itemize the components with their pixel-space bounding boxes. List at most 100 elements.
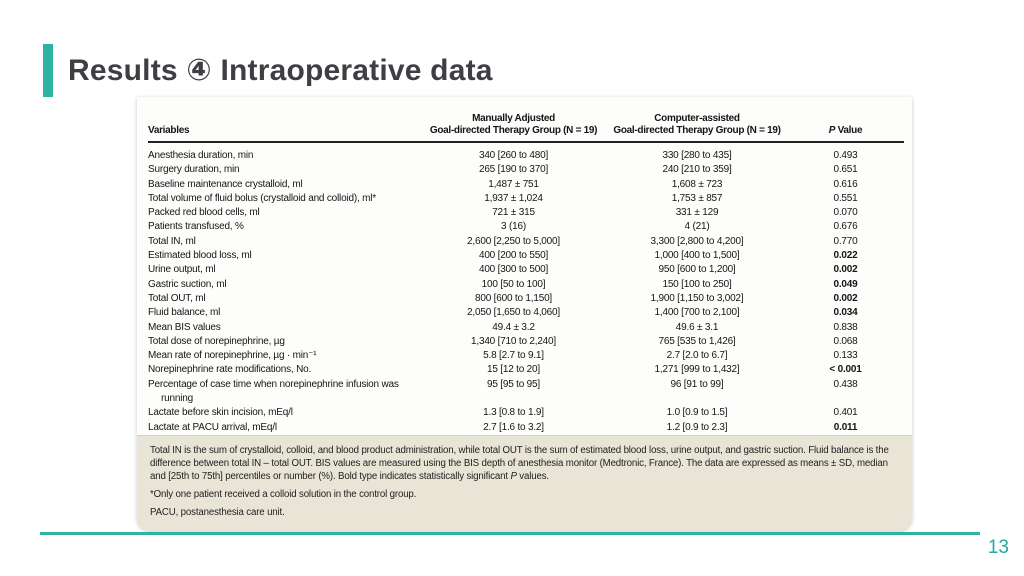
cell-p-value: 0.616 [833, 178, 858, 190]
table-row: Patients transfused, % 3 (16) 4 (21) 0.676 [148, 220, 904, 234]
cell-manual-group-value: 1,937 ± 1,024 [484, 192, 543, 204]
table-body: Anesthesia duration, min 340 [260 to 480]… [148, 143, 904, 435]
cell-manual-group-value: 340 [260 to 480] [478, 150, 549, 161]
cell-manual-group-value: 2.7 [1.6 to 3.2] [483, 421, 544, 433]
cell-manual-group-value: 265 [190 to 370] [478, 164, 549, 176]
table-row: Total volume of fluid bolus (crystalloid… [148, 192, 904, 206]
cell-manual-group-value: 400 [200 to 550] [478, 250, 549, 262]
cell-variable: Lactate before skin incision, mEq/l [148, 407, 293, 419]
cell-variable: Total dose of norepinephrine, µg [148, 335, 285, 347]
cell-computer-group-value: 1,271 [999 to 1,432] [654, 364, 740, 376]
cell-computer-group-value: 49.6 ± 3.1 [675, 321, 719, 333]
table-row: Fluid balance, ml 2,050 [1,650 to 4,060] 1… [148, 306, 904, 320]
table-row: Surgery duration, min 265 [190 to 370] 240… [148, 163, 904, 177]
cell-p-value: 0.002 [833, 264, 858, 276]
cell-computer-group-value: 331 ± 129 [675, 207, 719, 219]
cell-manual-group-value: 721 ± 315 [492, 207, 535, 219]
cell-manual-group-value: 2,600 [2,250 to 5,000] [467, 235, 560, 247]
cell-variable: Norepinephrine rate modifications, No. [148, 364, 312, 376]
cell-p-value: 0.838 [833, 321, 858, 333]
cell-manual-group-value: 49.4 ± 3.2 [492, 321, 535, 333]
column-header-manual-group: Manually Adjusted Goal-directed Therapy … [426, 113, 601, 138]
cell-variable: Total OUT, ml [148, 292, 206, 304]
cell-computer-group-value: 240 [210 to 359] [662, 164, 732, 176]
cell-p-value: 0.068 [833, 335, 858, 347]
column-header-variables: Variables [148, 125, 190, 136]
cell-manual-group-value: 1,340 [710 to 2,240] [471, 335, 556, 347]
table-row: Urine output, ml 400 [300 to 500] 950 [600… [148, 263, 904, 277]
cell-computer-group-value: 1,400 [700 to 2,100] [654, 307, 740, 319]
slide-title-block: Results ④ Intraoperative data [43, 44, 493, 97]
manual-group-header-line2: Goal-directed Therapy Group (N = 19) [429, 125, 598, 136]
cell-manual-group-value: 3 (16) [501, 221, 526, 233]
data-table-card: Variables Manually Adjusted Goal-directe… [137, 97, 912, 531]
cell-computer-group-value: 150 [100 to 250] [662, 278, 732, 290]
cell-p-value: 0.651 [833, 164, 858, 176]
cell-variable: Total IN, ml [148, 235, 196, 247]
column-header-computer-group: Computer-assisted Goal-directed Therapy … [601, 113, 793, 138]
table-row: Lactate at PACU arrival, mEq/l 2.7 [1.6 t… [148, 421, 904, 435]
table-row: Percentage of case time when norepinephr… [148, 378, 904, 407]
cell-variable: Estimated blood loss, ml [148, 250, 252, 262]
cell-manual-group-value: 15 [12 to 20] [486, 364, 540, 376]
cell-variable: Mean rate of norepinephrine, µg · min⁻¹ [148, 350, 317, 362]
cell-variable: Fluid balance, ml [148, 307, 221, 319]
cell-variable: Anesthesia duration, min [148, 150, 254, 161]
table-row: Anesthesia duration, min 340 [260 to 480]… [148, 149, 904, 163]
cell-computer-group-value: 1.2 [0.9 to 2.3] [666, 421, 728, 433]
cell-p-value: 0.676 [833, 221, 858, 233]
cell-p-value: 0.002 [833, 292, 858, 304]
table-row: Norepinephrine rate modifications, No. 15… [148, 363, 904, 377]
cell-computer-group-value: 96 [91 to 99] [670, 378, 724, 390]
cell-computer-group-value: 765 [535 to 1,426] [658, 335, 736, 347]
computer-group-header-line2: Goal-directed Therapy Group (N = 19) [613, 125, 781, 136]
footnote-asterisk: *Only one patient received a colloid sol… [150, 488, 417, 500]
cell-p-value: 0.551 [833, 192, 858, 204]
cell-computer-group-value: 1,753 ± 857 [671, 192, 723, 204]
cell-variable: Packed red blood cells, ml [148, 207, 260, 219]
cell-p-value: 0.401 [833, 407, 858, 419]
title-accent-bar [43, 44, 53, 97]
p-value-rest: Value [835, 125, 863, 136]
cell-manual-group-value: 95 [95 to 95] [486, 378, 540, 390]
cell-variable: Mean BIS values [148, 321, 221, 333]
cell-manual-group-value: 5.8 [2.7 to 9.1] [483, 350, 544, 362]
cell-p-value: 0.770 [833, 235, 858, 247]
cell-computer-group-value: 1,000 [400 to 1,500] [654, 250, 740, 262]
cell-p-value: < 0.001 [829, 364, 862, 376]
cell-p-value: 0.493 [833, 150, 858, 161]
cell-variable: Urine output, ml [148, 264, 216, 276]
cell-computer-group-value: 2.7 [2.0 to 6.7] [666, 350, 728, 362]
table-row: Mean rate of norepinephrine, µg · min⁻¹ 5… [148, 349, 904, 363]
footnote-pacu: PACU, postanesthesia care unit. [150, 506, 285, 518]
table-row: Packed red blood cells, ml 721 ± 315 331 ±… [148, 206, 904, 220]
table-row: Estimated blood loss, ml 400 [200 to 550]… [148, 249, 904, 263]
cell-p-value: 0.133 [833, 350, 858, 362]
cell-computer-group-value: 1.0 [0.9 to 1.5] [666, 407, 728, 419]
intraoperative-data-table: Variables Manually Adjusted Goal-directe… [137, 97, 912, 435]
table-row: Gastric suction, ml 100 [50 to 100] 150 [1… [148, 278, 904, 292]
cell-manual-group-value: 800 [600 to 1,150] [474, 292, 553, 304]
cell-p-value: 0.011 [833, 421, 858, 433]
cell-variable: Surgery duration, min [148, 164, 240, 176]
column-header-p-value: P Value [793, 125, 898, 138]
cell-p-value: 0.438 [833, 378, 858, 390]
cell-manual-group-value: 2,050 [1,650 to 4,060] [467, 307, 560, 319]
cell-manual-group-value: 100 [50 to 100] [481, 278, 546, 290]
table-header-rule [148, 141, 904, 143]
footnote-text-after-p: values. [516, 470, 549, 482]
cell-p-value: 0.034 [833, 307, 858, 319]
footer-divider-line [40, 532, 980, 535]
footnote-text-before-p: Total IN is the sum of crystalloid, coll… [150, 444, 889, 482]
table-row: Total dose of norepinephrine, µg 1,340 [7… [148, 335, 904, 349]
computer-group-header-line1: Computer-assisted [654, 113, 740, 124]
table-header-row: Variables Manually Adjusted Goal-directe… [148, 103, 904, 138]
cell-computer-group-value: 330 [280 to 435] [662, 150, 732, 161]
manual-group-header-line1: Manually Adjusted [472, 113, 555, 124]
cell-variable: Patients transfused, % [148, 221, 244, 233]
table-footnotes: Total IN is the sum of crystalloid, coll… [137, 434, 912, 531]
cell-computer-group-value: 4 (21) [684, 221, 710, 233]
cell-computer-group-value: 1,608 ± 723 [671, 178, 723, 190]
cell-variable: Total volume of fluid bolus (crystalloid… [148, 192, 376, 204]
